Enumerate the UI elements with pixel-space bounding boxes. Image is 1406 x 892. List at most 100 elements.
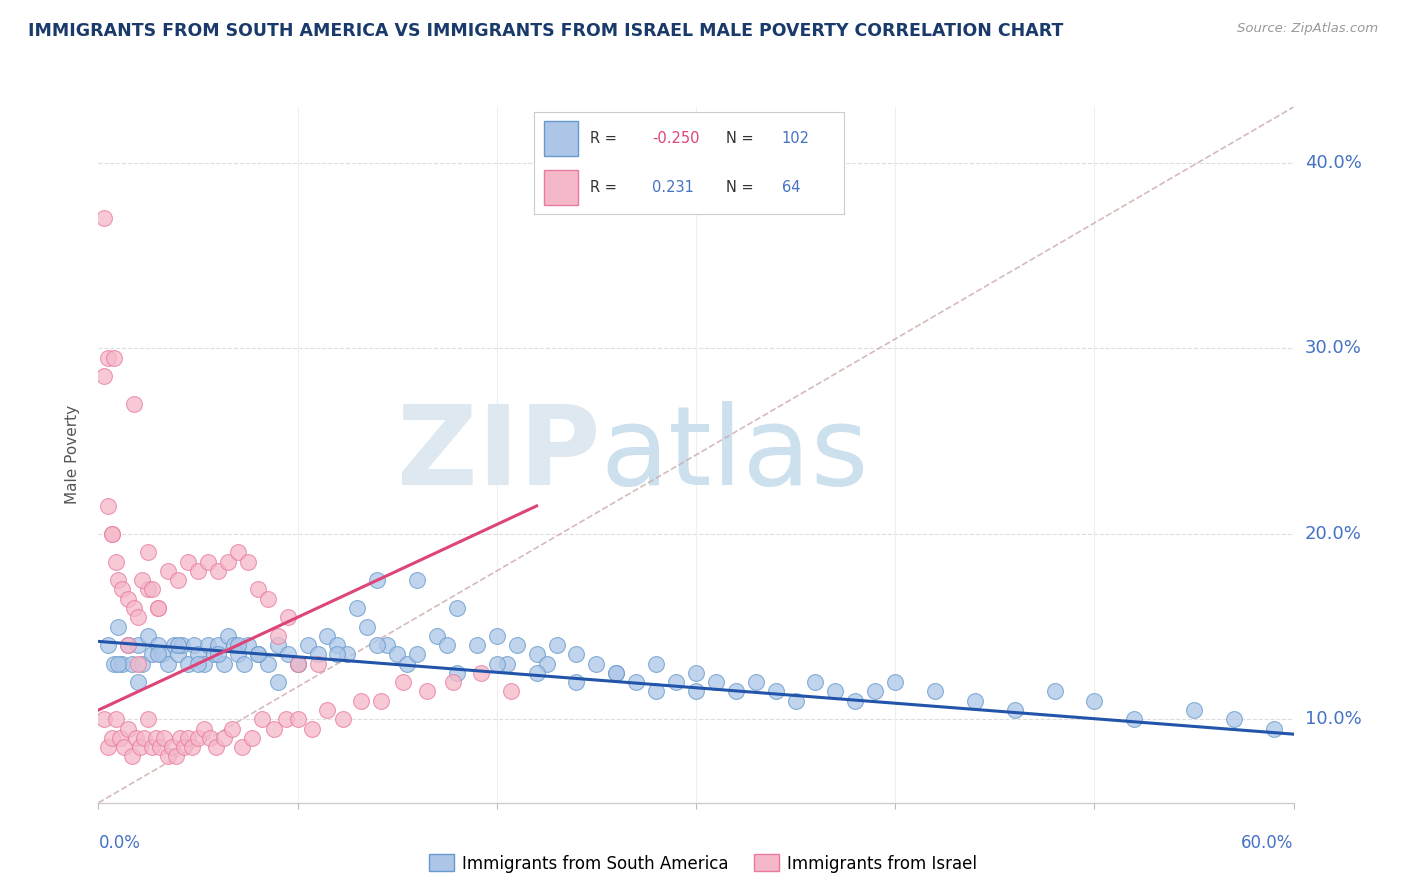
Legend: Immigrants from South America, Immigrants from Israel: Immigrants from South America, Immigrant… xyxy=(422,847,984,880)
Point xyxy=(396,657,419,671)
Point xyxy=(863,684,886,698)
Point xyxy=(148,648,170,662)
Point xyxy=(277,648,299,662)
Text: 60.0%: 60.0% xyxy=(1241,834,1294,852)
Point xyxy=(217,555,239,569)
Point xyxy=(465,638,488,652)
Point xyxy=(124,397,146,411)
Point xyxy=(336,648,359,662)
Point xyxy=(101,526,124,541)
Point xyxy=(267,638,290,652)
Text: -0.250: -0.250 xyxy=(652,130,699,145)
Point xyxy=(785,694,807,708)
Point xyxy=(392,675,415,690)
Point xyxy=(1123,712,1146,726)
Point xyxy=(129,740,152,755)
Point xyxy=(267,629,290,643)
Point xyxy=(370,694,392,708)
Point xyxy=(145,731,167,745)
Text: 64: 64 xyxy=(782,180,800,195)
Point xyxy=(375,638,398,652)
Point xyxy=(231,740,253,755)
Point xyxy=(1043,684,1066,698)
Point xyxy=(256,591,278,606)
Point xyxy=(136,582,159,597)
Point xyxy=(585,657,607,671)
Point xyxy=(267,675,290,690)
Point xyxy=(240,731,263,745)
Point xyxy=(307,648,329,662)
Point xyxy=(121,749,143,764)
Point xyxy=(287,657,309,671)
Point xyxy=(193,722,215,736)
Point xyxy=(287,712,309,726)
Point xyxy=(366,573,388,587)
Point xyxy=(160,740,183,755)
Point xyxy=(256,657,278,671)
Point xyxy=(110,731,132,745)
Point xyxy=(1083,694,1105,708)
Text: IMMIGRANTS FROM SOUTH AMERICA VS IMMIGRANTS FROM ISRAEL MALE POVERTY CORRELATION: IMMIGRANTS FROM SOUTH AMERICA VS IMMIGRA… xyxy=(28,22,1063,40)
Point xyxy=(624,675,647,690)
Point xyxy=(1263,722,1285,736)
Point xyxy=(824,684,846,698)
Point xyxy=(117,722,139,736)
Point xyxy=(101,526,124,541)
Point xyxy=(93,369,115,384)
Point xyxy=(350,694,373,708)
Point xyxy=(97,499,120,513)
Text: N =: N = xyxy=(725,180,754,195)
Point xyxy=(207,648,229,662)
Point xyxy=(685,665,707,680)
Point xyxy=(205,740,228,755)
Y-axis label: Male Poverty: Male Poverty xyxy=(65,405,80,505)
Point xyxy=(131,573,153,587)
Point xyxy=(250,712,273,726)
Point xyxy=(141,740,163,755)
Point xyxy=(1004,703,1026,717)
Point xyxy=(536,657,558,671)
Text: 20.0%: 20.0% xyxy=(1305,524,1361,542)
Point xyxy=(226,638,249,652)
Point xyxy=(127,638,149,652)
Point xyxy=(277,610,299,624)
Point xyxy=(332,712,354,726)
Point xyxy=(301,722,323,736)
Point xyxy=(157,657,180,671)
Point xyxy=(546,638,568,652)
Point xyxy=(406,648,429,662)
Point xyxy=(105,555,128,569)
Point xyxy=(406,573,429,587)
Point xyxy=(436,638,458,652)
Point xyxy=(207,564,229,578)
Text: R =: R = xyxy=(591,180,617,195)
Point xyxy=(495,657,517,671)
Point xyxy=(765,684,787,698)
Point xyxy=(157,749,180,764)
Point xyxy=(183,638,205,652)
Point xyxy=(136,629,159,643)
Point xyxy=(246,648,269,662)
Point xyxy=(1182,703,1205,717)
Point xyxy=(112,740,135,755)
Text: 10.0%: 10.0% xyxy=(1305,710,1361,728)
Point xyxy=(207,638,229,652)
Point xyxy=(356,619,378,633)
Point xyxy=(226,648,249,662)
Point xyxy=(236,555,259,569)
Point xyxy=(153,731,176,745)
Point xyxy=(107,657,129,671)
Point xyxy=(665,675,688,690)
Point xyxy=(127,610,149,624)
Point xyxy=(426,629,449,643)
Point xyxy=(127,675,149,690)
Point xyxy=(177,657,200,671)
Point xyxy=(136,545,159,559)
Point xyxy=(446,665,468,680)
Point xyxy=(326,638,349,652)
Point xyxy=(97,638,120,652)
Text: atlas: atlas xyxy=(600,401,869,508)
Point xyxy=(222,638,245,652)
Point xyxy=(232,657,254,671)
Point xyxy=(148,601,170,615)
